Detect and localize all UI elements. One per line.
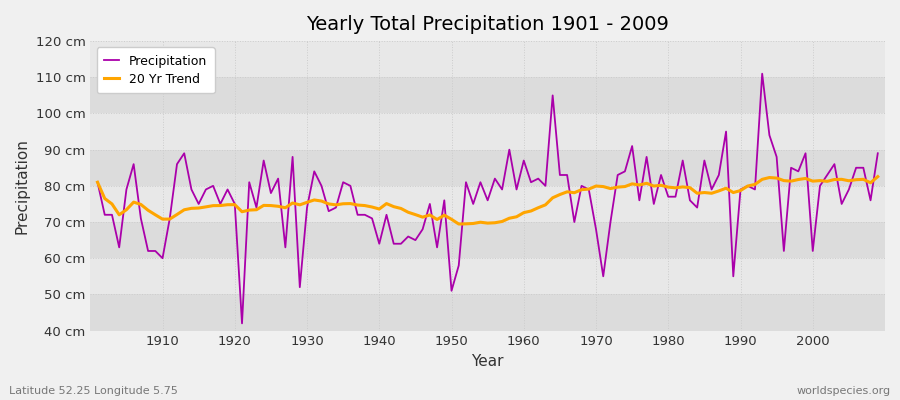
- 20 Yr Trend: [612, 185, 623, 190]
- Precipitation: [237, 321, 248, 326]
- Precipitation: [612, 172, 623, 177]
- Precipitation: [150, 248, 161, 253]
- Bar: [90, 114, 885, 150]
- 20 Yr Trend: [518, 210, 529, 215]
- Precipitation: [316, 184, 327, 188]
- Bar: [90, 294, 885, 330]
- Y-axis label: Precipitation: Precipitation: [15, 138, 30, 234]
- Line: Precipitation: Precipitation: [97, 74, 878, 323]
- Bar: [90, 222, 885, 258]
- Precipitation: [526, 180, 536, 185]
- Bar: [90, 186, 885, 222]
- Legend: Precipitation, 20 Yr Trend: Precipitation, 20 Yr Trend: [96, 47, 215, 93]
- Precipitation: [92, 180, 103, 185]
- Precipitation: [872, 151, 883, 156]
- Precipitation: [518, 158, 529, 163]
- Precipitation: [359, 212, 370, 217]
- 20 Yr Trend: [872, 174, 883, 179]
- Bar: [90, 150, 885, 186]
- 20 Yr Trend: [150, 212, 161, 217]
- Title: Yearly Total Precipitation 1901 - 2009: Yearly Total Precipitation 1901 - 2009: [306, 15, 669, 34]
- 20 Yr Trend: [309, 198, 320, 202]
- Bar: [90, 258, 885, 294]
- Line: 20 Yr Trend: 20 Yr Trend: [97, 177, 878, 224]
- Text: Latitude 52.25 Longitude 5.75: Latitude 52.25 Longitude 5.75: [9, 386, 178, 396]
- 20 Yr Trend: [526, 208, 536, 213]
- 20 Yr Trend: [92, 180, 103, 185]
- Text: worldspecies.org: worldspecies.org: [796, 386, 891, 396]
- Bar: [90, 77, 885, 114]
- 20 Yr Trend: [352, 203, 363, 208]
- X-axis label: Year: Year: [472, 354, 504, 369]
- Bar: [90, 41, 885, 77]
- Precipitation: [757, 71, 768, 76]
- 20 Yr Trend: [454, 222, 464, 226]
